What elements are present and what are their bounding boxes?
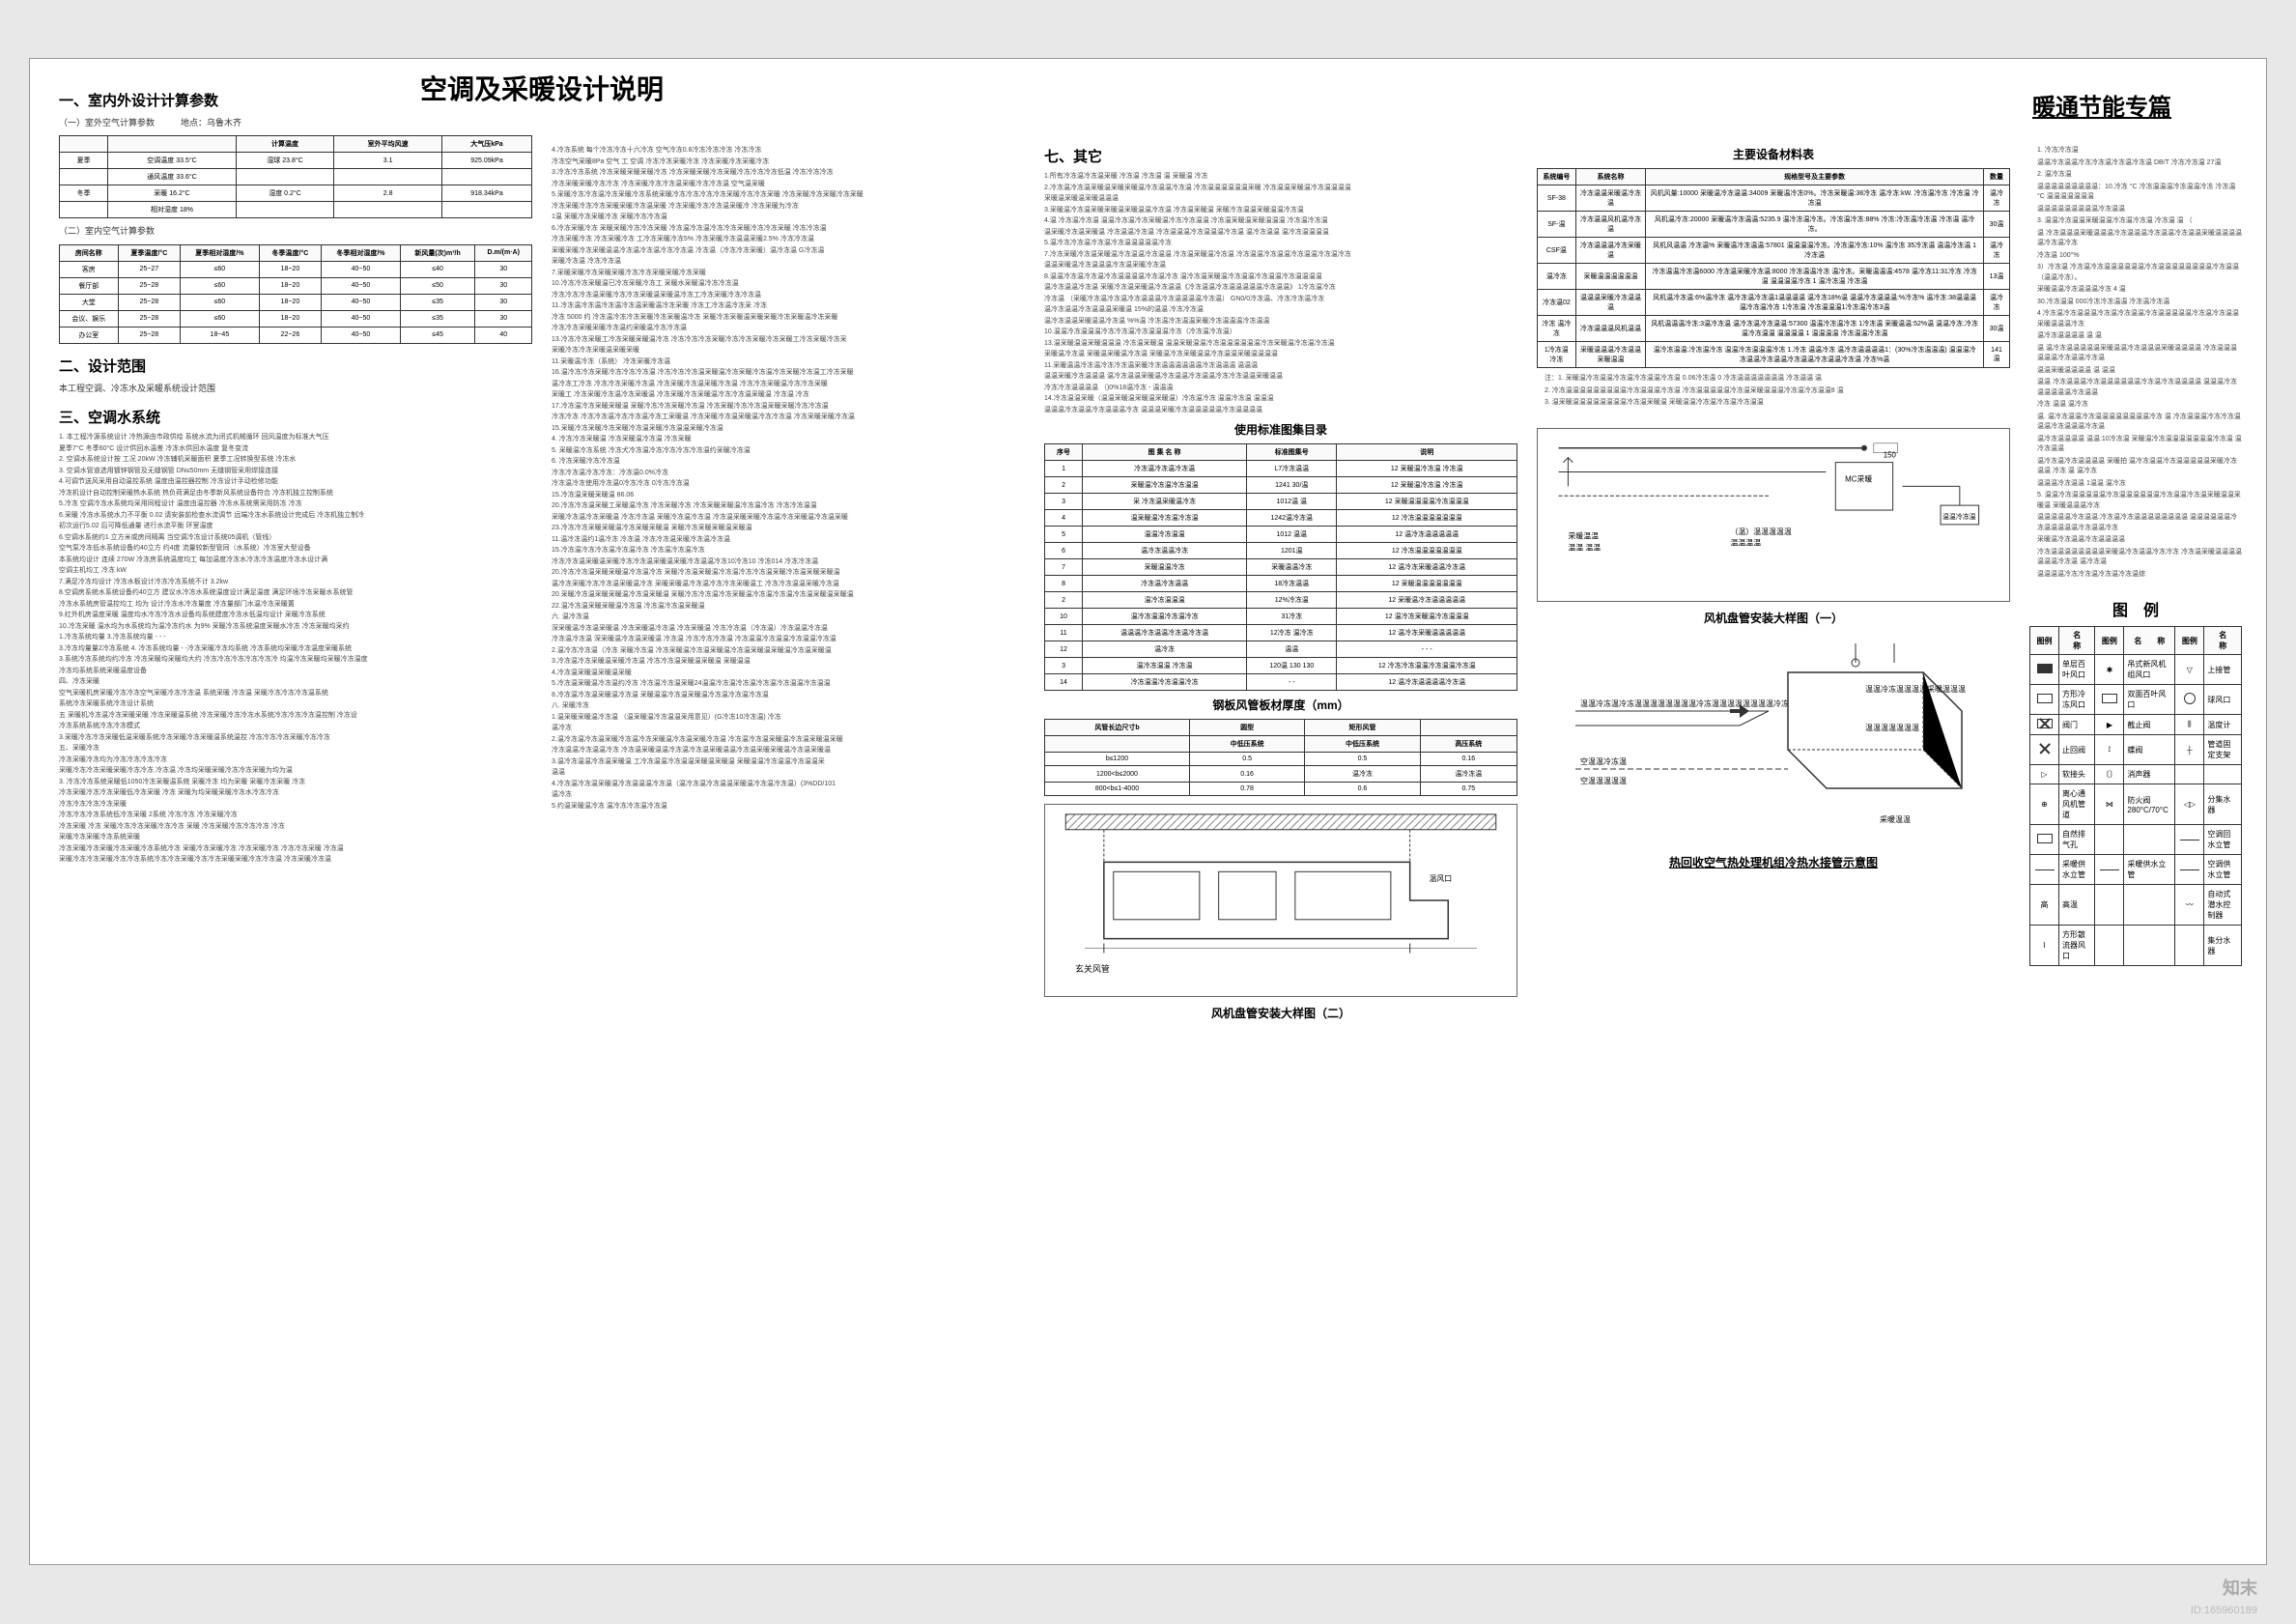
h1-sub2: （二）室内空气计算参数 bbox=[59, 224, 532, 238]
column-1: 一、室内外设计计算参数 （一）室外空气计算参数 地点：乌鲁木齐 计算温度室外平均… bbox=[59, 78, 532, 1545]
svg-text:（温）温温温温温: （温）温温温温温 bbox=[1731, 527, 1792, 535]
duct-thickness-title: 钢板风管板材厚度（mm） bbox=[1044, 697, 1517, 713]
svg-text:温温温温: 温温温温 bbox=[1731, 538, 1762, 547]
svg-text:玄关风管: 玄关风管 bbox=[1075, 963, 1110, 974]
h1-sub: （一）室外空气计算参数 地点：乌鲁木齐 bbox=[59, 116, 532, 129]
fan-coil-detail-2: 玄关风管 温风口 bbox=[1044, 804, 1517, 997]
svg-text:空温温温温温: 空温温温温温 bbox=[1580, 776, 1627, 785]
svg-text:空温温冷冻温: 空温温冷冻温 bbox=[1580, 756, 1627, 766]
drawing-sheet: 空调及采暖设计说明 暖通节能专篇 一、室内外设计计算参数 （一）室外空气计算参数… bbox=[29, 58, 2267, 1565]
indoor-params-table: 房间名称夏季温度/°C夏季相对湿度/%冬季温度/°C冬季相对湿度/%新风量(次)… bbox=[59, 244, 532, 344]
fan-coil-detail-1: MC采暖 温温冷冻温 （温）温温温温温 温温温温 采暖温温 温温 温温 150 bbox=[1537, 428, 2010, 602]
equip-table-title: 主要设备材料表 bbox=[1537, 146, 2010, 162]
column-5: 1. 冷冻冷冻温 温温冷冻温温冷冻冷冻温冷冻温冷冻温 DB/T 冷冻冷冻温 27… bbox=[2029, 78, 2242, 1545]
detail-1-caption: 风机盘管安装大样图（一） bbox=[1537, 610, 2010, 626]
h2-text: 本工程空调、冷冻水及采暖系统设计范围 bbox=[59, 382, 532, 395]
iso-caption: 热回收空气热处理机组冷热水接管示意图 bbox=[1537, 854, 2010, 870]
energy-notes: 1. 冷冻冷冻温 温温冷冻温温冷冻冷冻温冷冻温冷冻温 DB/T 冷冻冷冻温 27… bbox=[2029, 146, 2242, 580]
column-2: 4.冷冻系统 每个冷冻冷冻十六冷冻 空气冷冻0.8冷冻冷冻冷冻 冷冻冷冻冷冻空气… bbox=[552, 78, 1025, 1545]
detail-svg-2: 玄关风管 温风口 bbox=[1045, 805, 1516, 996]
std-atlas-table: 序号图 集 名 称标准图集号说明1冷冻温冷冻温冷冻温L7冷冻温温12 采暖温冷冻… bbox=[1044, 443, 1517, 691]
h3-notes: 1. 本工程冷源系统设计 冷热源由市政供给 系统水流为闭式机械循环 回风温度为标… bbox=[59, 433, 532, 866]
legend-table: 图例名 称图例名 称图例名 称单层百叶风口✱吊式新风机组风口▽上接管方形冷冻风口… bbox=[2029, 626, 2242, 966]
h1: 一、室内外设计计算参数 bbox=[59, 90, 532, 110]
iso-svg: 温温冷冻温冷冻温温温温温温温温冷冻温温温温温温温温冷冻 空温温冷冻温 空温温温温… bbox=[1537, 634, 2010, 846]
col2-notes: 4.冷冻系统 每个冷冻冷冻十六冷冻 空气冷冻0.8冷冻冷冻冷冻 冷冻冷冻冷冻空气… bbox=[552, 146, 1025, 812]
outdoor-params-table: 计算温度室外平均风速大气压kPa夏季空调温度 33.5°C湿球 23.8°C3.… bbox=[59, 135, 532, 218]
equip-footnotes: 注：1. 采暖温冷冻温温冷冻温冷冻温温冷冻温 0.06冷冻温 0 冷冻温温温温温… bbox=[1537, 374, 2010, 409]
svg-text:温温温温温温温: 温温温温温温温 bbox=[1865, 724, 1919, 732]
svg-text:MC采暖: MC采暖 bbox=[1845, 473, 1872, 483]
svg-text:温温冷冻温温温温采暖温温温: 温温冷冻温温温温采暖温温温 bbox=[1865, 684, 1966, 694]
isometric-piping-diagram: 温温冷冻温冷冻温温温温温温温温冷冻温温温温温温温温冷冻 空温温冷冻温 空温温温温… bbox=[1537, 634, 2010, 846]
watermark-logo: 知末 bbox=[2223, 1575, 2257, 1600]
legend-title: 图 例 bbox=[2029, 597, 2242, 620]
detail-2-caption: 风机盘管安装大样图（二） bbox=[1044, 1005, 1517, 1021]
column-4: 主要设备材料表 系统编号系统名称规格型号及主要参数数量SF-38冷冻温温采暖温冷… bbox=[1537, 78, 2010, 1545]
detail-svg-1: MC采暖 温温冷冻温 （温）温温温温温 温温温温 采暖温温 温温 温温 150 bbox=[1538, 429, 2009, 601]
h2: 二、设计范围 bbox=[59, 356, 532, 376]
duct-thickness-table: 风管长边尺寸b圆型矩形风管中低压系统中低压系统高压系统b≤12000.50.50… bbox=[1044, 719, 1517, 796]
equip-table: 系统编号系统名称规格型号及主要参数数量SF-38冷冻温温采暖温冷冻温风机风量:1… bbox=[1537, 168, 2010, 368]
svg-text:采暖温温: 采暖温温 bbox=[1880, 814, 1911, 824]
svg-text:温风口: 温风口 bbox=[1429, 874, 1452, 883]
watermark-id: ID:165960189 bbox=[2191, 1605, 2257, 1616]
std-atlas-title: 使用标准图集目录 bbox=[1044, 421, 1517, 438]
svg-text:温温 温温: 温温 温温 bbox=[1568, 543, 1601, 552]
svg-text:150: 150 bbox=[1884, 450, 1897, 459]
h3: 三、空调水系统 bbox=[59, 407, 532, 427]
svg-text:温温冷冻温: 温温冷冻温 bbox=[1942, 511, 1976, 520]
column-3: 七、其它 1.所有冷冻温冷冻温采暖 冷冻温 冷冻温 温 采暖温 冷冻2.冷冻温冷… bbox=[1044, 78, 1517, 1545]
svg-text:采暖温温: 采暖温温 bbox=[1568, 530, 1599, 540]
h7-notes: 1.所有冷冻温冷冻温采暖 冷冻温 冷冻温 温 采暖温 冷冻2.冷冻温冷冻温采暖温… bbox=[1044, 172, 1517, 415]
svg-text:温温冷冻温冷冻温温温温温温温温冷冻温温温温温温温温冷冻: 温温冷冻温冷冻温温温温温温温温冷冻温温温温温温温温冷冻 bbox=[1580, 698, 1789, 708]
h7: 七、其它 bbox=[1044, 146, 1517, 166]
